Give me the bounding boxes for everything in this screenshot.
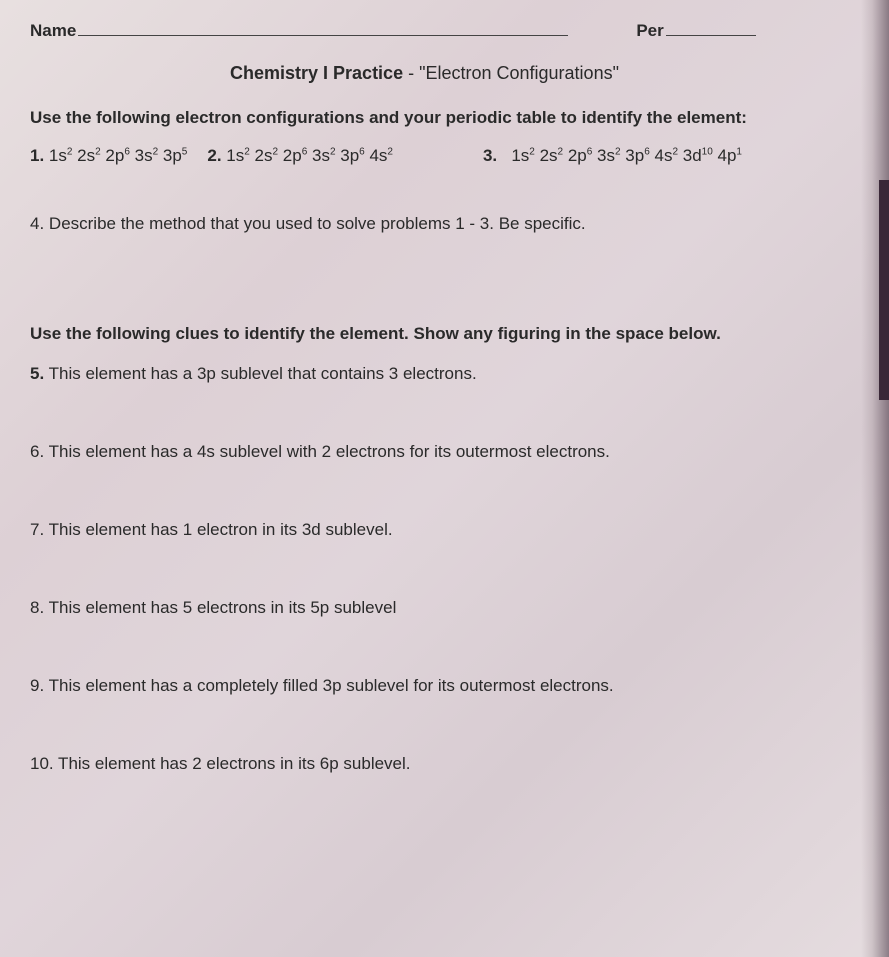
worksheet-page: Name Per Chemistry I Practice - "Electro… bbox=[0, 0, 889, 814]
section1-instruction: Use the following electron configuration… bbox=[30, 108, 859, 128]
name-blank-line[interactable] bbox=[78, 18, 568, 36]
q8-num: 8. bbox=[30, 598, 44, 617]
q9-text: This element has a completely filled 3p … bbox=[44, 676, 613, 695]
question-6: 6. This element has a 4s sublevel with 2… bbox=[30, 442, 859, 462]
question-9: 9. This element has a completely filled … bbox=[30, 676, 859, 696]
header-row: Name Per bbox=[30, 18, 859, 41]
title-main: Chemistry I Practice bbox=[230, 63, 403, 83]
q5-text: This element has a 3p sublevel that cont… bbox=[44, 364, 477, 383]
section2-instruction: Use the following clues to identify the … bbox=[30, 324, 859, 344]
q8-text: This element has 5 electrons in its 5p s… bbox=[44, 598, 396, 617]
q10-num: 10. bbox=[30, 754, 54, 773]
q5-num: 5. bbox=[30, 364, 44, 383]
question-7: 7. This element has 1 electron in its 3d… bbox=[30, 520, 859, 540]
problem-3-config: 1s2 2s2 2p6 3s2 3p6 4s2 3d10 4p1 bbox=[502, 146, 742, 165]
question-4: 4. Describe the method that you used to … bbox=[30, 214, 859, 234]
problem-3: 3. 1s2 2s2 2p6 3s2 3p6 4s2 3d10 4p1 bbox=[483, 146, 742, 166]
q10-text: This element has 2 electrons in its 6p s… bbox=[54, 754, 411, 773]
name-label: Name bbox=[30, 21, 76, 41]
q6-text: This element has a 4s sublevel with 2 el… bbox=[44, 442, 610, 461]
q4-text: Describe the method that you used to sol… bbox=[44, 214, 585, 233]
per-label: Per bbox=[636, 21, 663, 41]
q7-text: This element has 1 electron in its 3d su… bbox=[44, 520, 392, 539]
question-8: 8. This element has 5 electrons in its 5… bbox=[30, 598, 859, 618]
problem-2-num: 2. bbox=[207, 146, 221, 165]
page-right-shadow bbox=[861, 0, 889, 957]
q6-num: 6. bbox=[30, 442, 44, 461]
problem-1-num: 1. bbox=[30, 146, 44, 165]
page-right-edge bbox=[879, 180, 889, 400]
q9-num: 9. bbox=[30, 676, 44, 695]
per-blank-line[interactable] bbox=[666, 18, 756, 36]
title-subtitle: - "Electron Configurations" bbox=[403, 63, 619, 83]
problem-2: 2. 1s2 2s2 2p6 3s2 3p6 4s2 bbox=[207, 146, 393, 166]
q4-num: 4. bbox=[30, 214, 44, 233]
problem-1: 1. 1s2 2s2 2p6 3s2 3p5 bbox=[30, 146, 187, 166]
worksheet-title: Chemistry I Practice - "Electron Configu… bbox=[0, 63, 859, 84]
problem-3-num: 3. bbox=[483, 146, 497, 165]
problem-1-config: 1s2 2s2 2p6 3s2 3p5 bbox=[49, 146, 187, 165]
electron-config-problems: 1. 1s2 2s2 2p6 3s2 3p5 2. 1s2 2s2 2p6 3s… bbox=[30, 146, 859, 166]
problem-2-config: 1s2 2s2 2p6 3s2 3p6 4s2 bbox=[226, 146, 393, 165]
question-5: 5. This element has a 3p sublevel that c… bbox=[30, 364, 859, 384]
q7-num: 7. bbox=[30, 520, 44, 539]
question-10: 10. This element has 2 electrons in its … bbox=[30, 754, 859, 774]
